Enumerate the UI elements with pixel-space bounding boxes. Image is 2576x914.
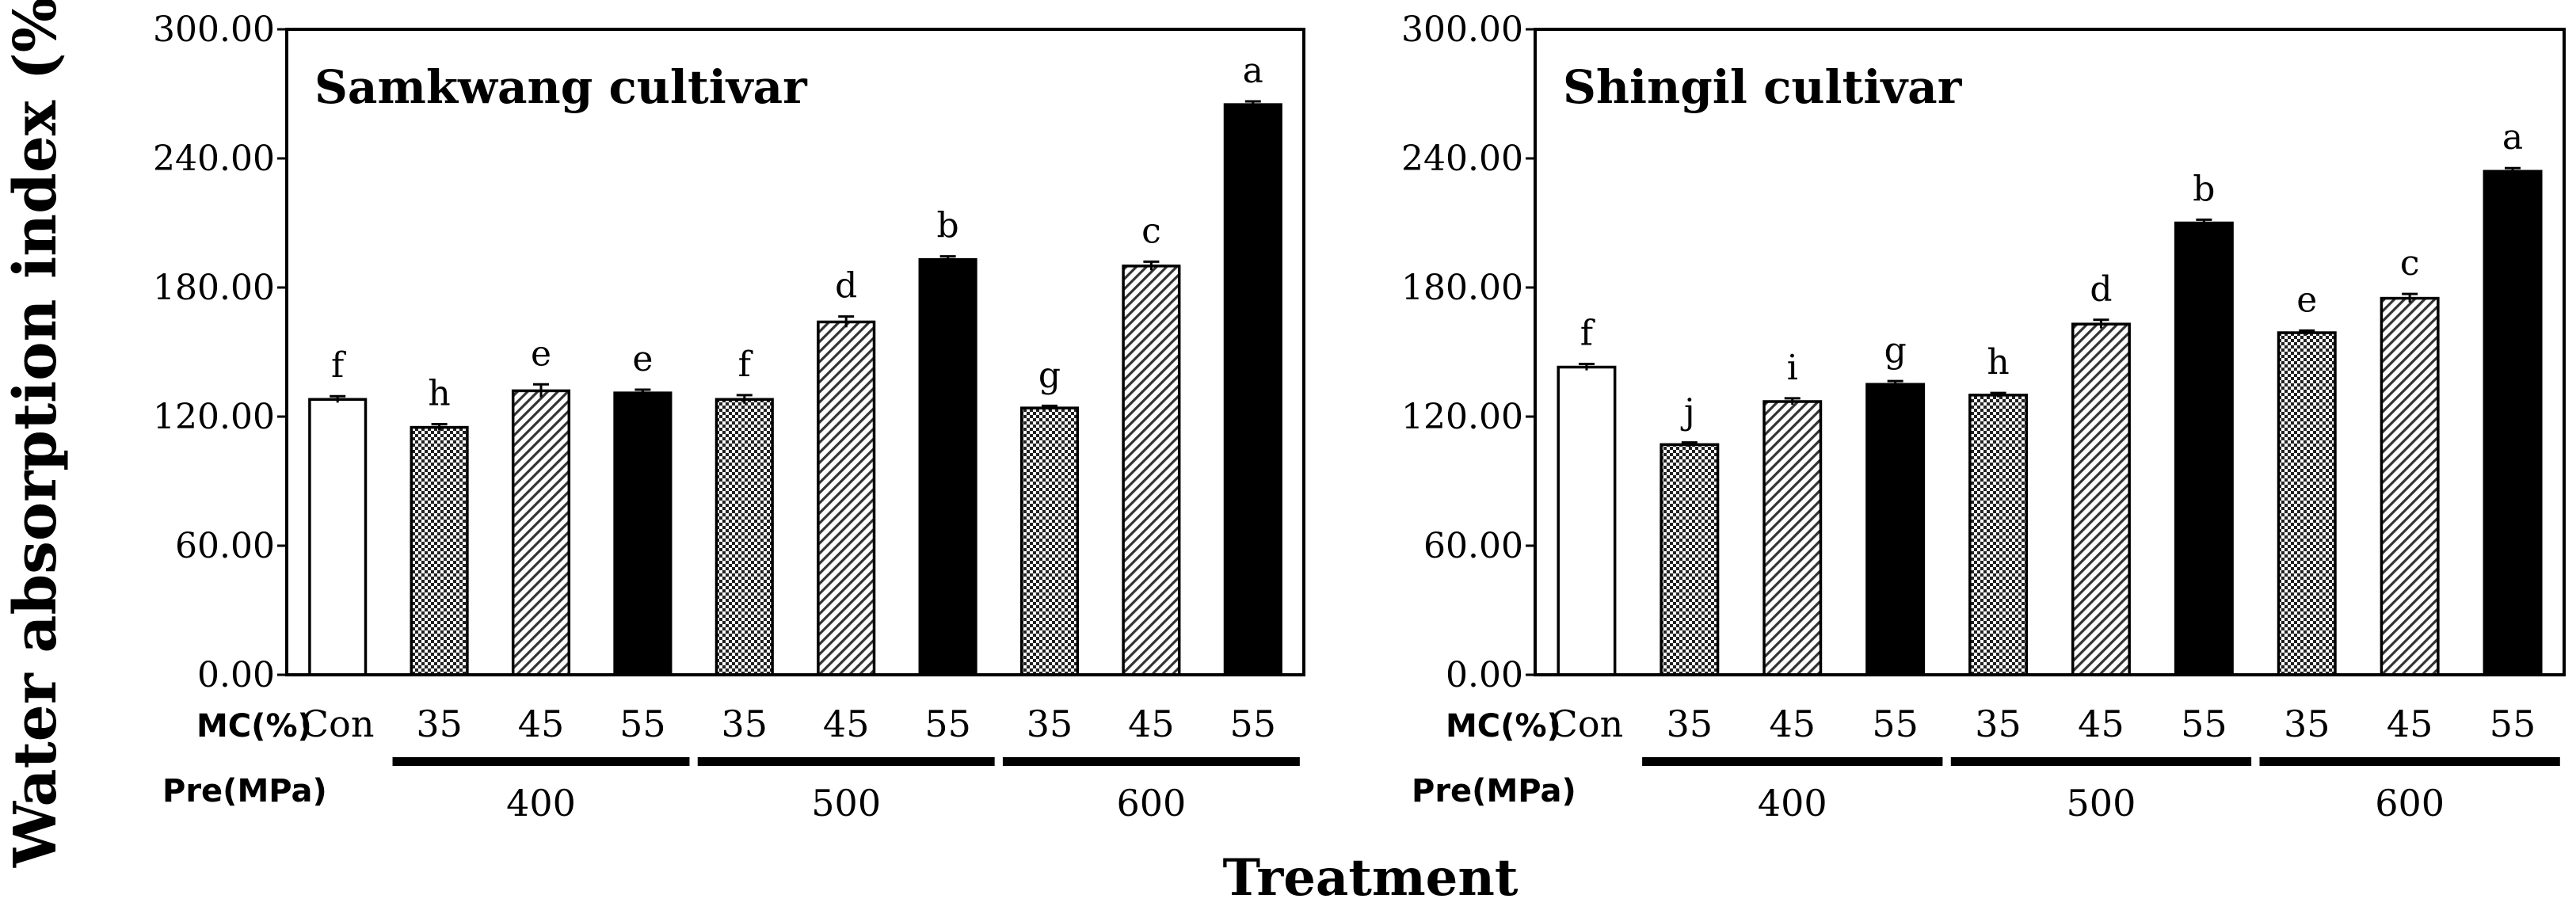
category-label: 35: [2284, 703, 2330, 745]
category-label: 55: [619, 703, 666, 745]
group-label: 600: [2375, 782, 2445, 825]
y-tick-label: 300.00: [153, 10, 275, 50]
y-tick-label: 60.00: [175, 526, 275, 566]
y-tick-label: 180.00: [1401, 268, 1523, 308]
significance-letter: j: [1680, 392, 1695, 432]
pre-row-label: Pre(MPa): [1412, 773, 1576, 809]
significance-letter: g: [1884, 330, 1907, 371]
significance-letter: e: [632, 339, 653, 379]
significance-letter: i: [1787, 348, 1798, 388]
y-tick-label: 0.00: [197, 655, 275, 695]
significance-letter: e: [531, 333, 551, 374]
plot-frame: [1534, 28, 2566, 676]
group-label: 400: [506, 782, 576, 825]
group-label: 600: [1116, 782, 1186, 825]
significance-letter: f: [738, 345, 753, 385]
bar: [1223, 103, 1282, 676]
category-label: 45: [2078, 703, 2124, 745]
y-axis-title: Water absorption index (%): [2, 0, 70, 868]
category-label: 35: [416, 703, 463, 745]
significance-letter: a: [2502, 117, 2523, 158]
category-label: 35: [1667, 703, 1713, 745]
group-label: 500: [811, 782, 881, 825]
significance-letter: g: [1038, 355, 1061, 395]
y-tick-label: 180.00: [153, 268, 275, 308]
bar: [1660, 443, 1720, 676]
plot-frame: [285, 28, 1305, 676]
significance-letter: h: [428, 374, 450, 414]
bar: [918, 257, 977, 676]
category-label: 45: [823, 703, 870, 745]
bar: [2071, 322, 2131, 676]
bar: [1122, 265, 1181, 676]
significance-letter: c: [2400, 243, 2420, 284]
group-underline: [697, 757, 995, 766]
significance-letter: h: [1987, 342, 2009, 383]
panel-title: Samkwang cultivar: [314, 60, 808, 114]
mc-row-label: MC(%): [196, 708, 312, 745]
significance-letter: b: [2193, 169, 2215, 209]
category-label: 55: [2490, 703, 2536, 745]
bar: [2483, 169, 2543, 676]
category-label: 55: [924, 703, 971, 745]
y-tick-label: 300.00: [1401, 10, 1523, 50]
significance-letter: d: [2090, 269, 2112, 310]
bar: [613, 391, 673, 676]
chart-panel-shingil: 0.00 60.00 120.00 180.00 240.00 300.00 f Con j 35…: [1401, 10, 2566, 825]
bar: [2277, 331, 2337, 676]
category-label: 45: [518, 703, 565, 745]
category-label: 35: [1975, 703, 2022, 745]
bar: [410, 425, 469, 676]
bar: [1019, 406, 1080, 676]
category-label: 55: [1872, 703, 1919, 745]
significance-letter: d: [835, 266, 857, 307]
pre-row-label: Pre(MPa): [162, 773, 327, 809]
category-label: Con: [301, 703, 375, 745]
group-underline: [392, 757, 690, 766]
significance-letter: b: [937, 206, 959, 246]
x-axis-title: Treatment: [1223, 848, 1519, 908]
panel-title: Shingil cultivar: [1563, 60, 1963, 114]
y-tick-label: 120.00: [1401, 397, 1523, 437]
bar: [2380, 296, 2440, 676]
group-label: 400: [1758, 782, 1827, 825]
significance-letter: f: [1580, 313, 1595, 353]
category-label: 35: [722, 703, 768, 745]
bar: [2174, 221, 2234, 676]
category-label: 55: [1230, 703, 1277, 745]
group-underline: [1642, 757, 1943, 766]
y-tick-label: 120.00: [153, 397, 275, 437]
y-tick-label: 0.00: [1446, 655, 1523, 695]
bar: [817, 320, 876, 676]
group-underline: [1950, 757, 2252, 766]
category-label: 45: [2387, 703, 2433, 745]
y-tick-label: 60.00: [1423, 526, 1523, 566]
group-label: 500: [2067, 782, 2136, 825]
bar: [511, 389, 571, 676]
bar: [1865, 383, 1926, 676]
category-label: 55: [2181, 703, 2227, 745]
group-underline: [2259, 757, 2560, 766]
bar: [308, 398, 368, 676]
bar: [1762, 400, 1823, 676]
chart-panel-samkwang: 0.00 60.00 120.00 180.00 240.00 300.00 f Con h 35…: [153, 10, 1305, 825]
bar: [1968, 394, 2029, 676]
significance-letter: a: [1243, 51, 1263, 91]
category-label: Con: [1550, 703, 1624, 745]
bar: [714, 398, 774, 676]
y-tick-label: 240.00: [153, 139, 275, 179]
y-tick-label: 240.00: [1401, 139, 1523, 179]
significance-letter: e: [2296, 280, 2317, 320]
category-label: 35: [1027, 703, 1073, 745]
category-label: 45: [1128, 703, 1175, 745]
mc-row-label: MC(%): [1446, 708, 1561, 745]
significance-letter: c: [1141, 211, 1161, 251]
significance-letter: f: [331, 345, 346, 386]
group-underline: [1002, 757, 1300, 766]
category-label: 45: [1769, 703, 1816, 745]
bar: [1557, 365, 1617, 676]
